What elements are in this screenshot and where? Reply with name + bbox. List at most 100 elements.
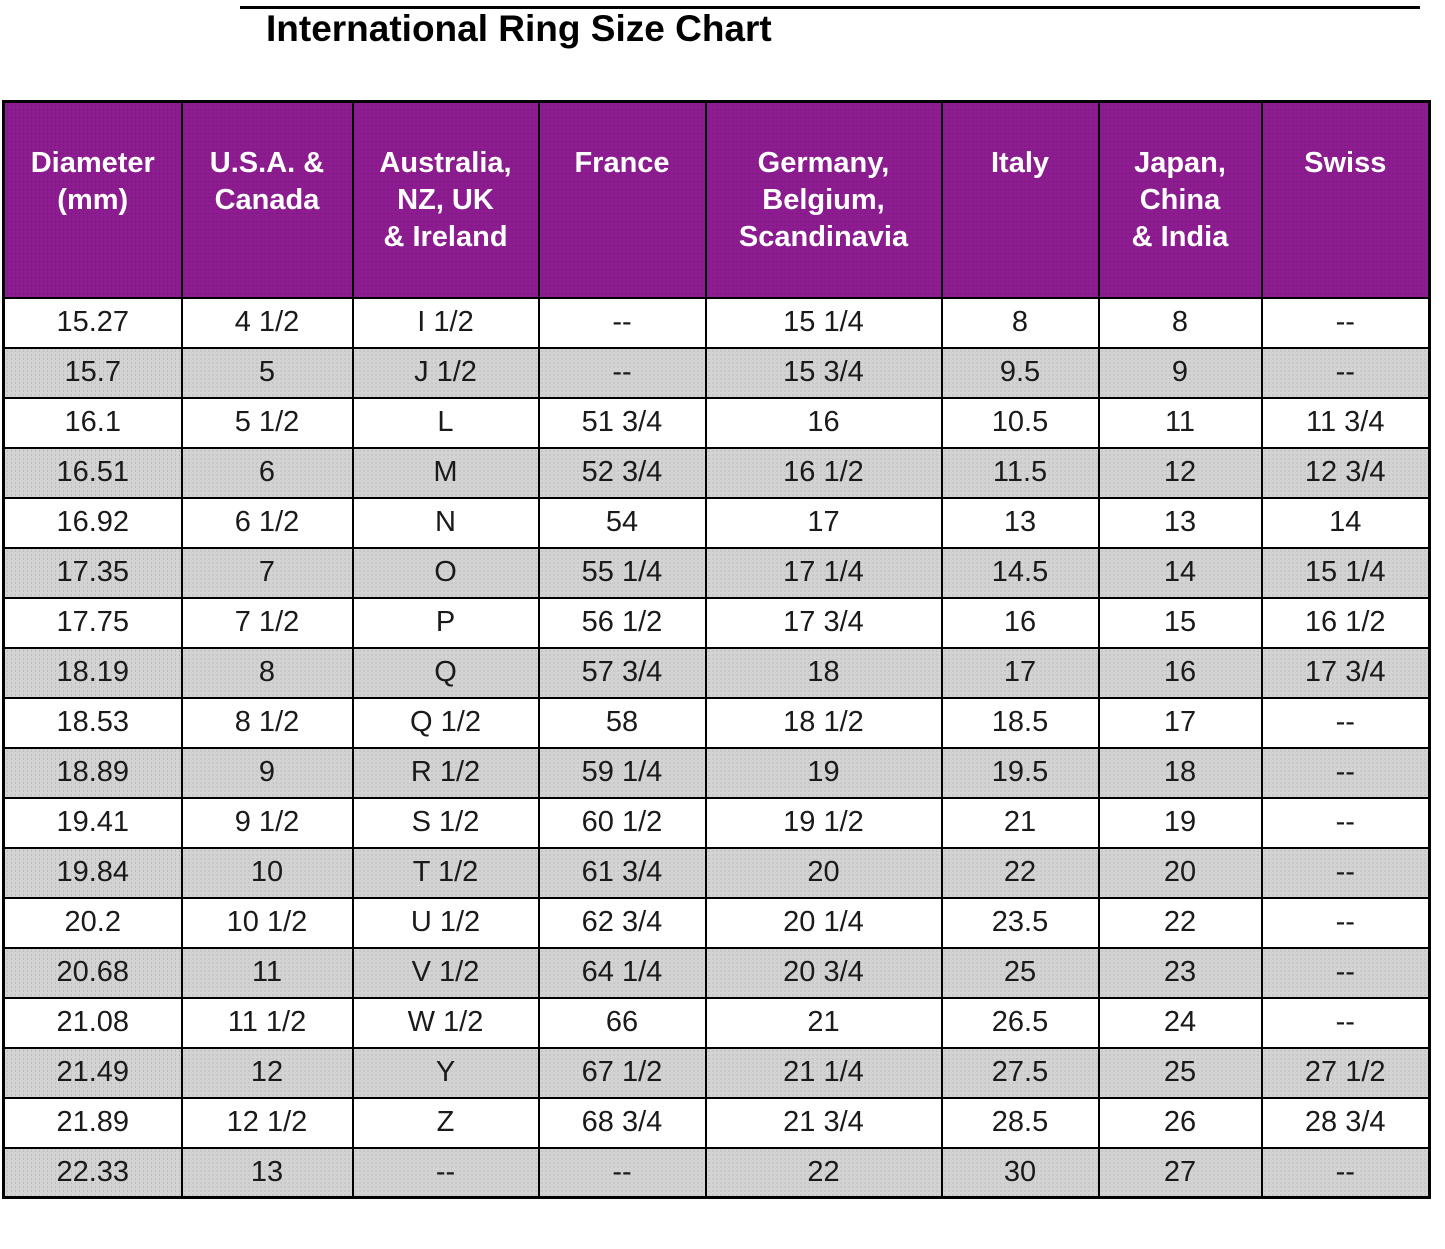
table-cell: 22.33 xyxy=(2,1146,183,1199)
table-cell: 20.68 xyxy=(2,946,183,999)
table-cell: 18 xyxy=(704,646,943,699)
table-cell: 16 xyxy=(940,596,1100,649)
table-cell: 60 1/2 xyxy=(537,796,707,849)
table-cell: 21 xyxy=(940,796,1100,849)
table-cell: U 1/2 xyxy=(351,896,540,949)
table-cell: J 1/2 xyxy=(351,346,540,399)
table-cell: 14 xyxy=(1097,546,1263,599)
table-cell: 19 xyxy=(1097,796,1263,849)
table-cell: 28 3/4 xyxy=(1260,1096,1431,1149)
table-cell: 17 xyxy=(704,496,943,549)
column-header-japan-china-india: Japan, China & India xyxy=(1097,100,1263,299)
table-cell: 17.75 xyxy=(2,596,183,649)
table-cell: 9 xyxy=(1097,346,1263,399)
table-cell: 66 xyxy=(537,996,707,1049)
table-cell: 17 xyxy=(940,646,1100,699)
table-cell: -- xyxy=(537,346,707,399)
table-cell: 11 1/2 xyxy=(180,996,354,1049)
column-header-germany-belgium-scandinavia: Germany, Belgium, Scandinavia xyxy=(704,100,943,299)
table-cell: 64 1/4 xyxy=(537,946,707,999)
table-cell: 20 xyxy=(1097,846,1263,899)
table-cell: Q 1/2 xyxy=(351,696,540,749)
table-cell: 12 3/4 xyxy=(1260,446,1431,499)
table-cell: 13 xyxy=(940,496,1100,549)
table-cell: 16 xyxy=(1097,646,1263,699)
table-row: 19.84 10 T 1/2 61 3/4 20 22 20 -- xyxy=(2,846,1431,899)
table-cell: 8 xyxy=(180,646,354,699)
table-cell: 27 1/2 xyxy=(1260,1046,1431,1099)
table-cell: 15 xyxy=(1097,596,1263,649)
table-cell: 26.5 xyxy=(940,996,1100,1049)
table-cell: 23.5 xyxy=(940,896,1100,949)
table-cell: 67 1/2 xyxy=(537,1046,707,1099)
table-cell: P xyxy=(351,596,540,649)
table-cell: 51 3/4 xyxy=(537,396,707,449)
table-cell: -- xyxy=(1260,846,1431,899)
table-cell: 17 3/4 xyxy=(1260,646,1431,699)
table-cell: 16 1/2 xyxy=(1260,596,1431,649)
column-header-australia-nz-uk-ireland: Australia, NZ, UK & Ireland xyxy=(351,100,540,299)
table-cell: 25 xyxy=(1097,1046,1263,1099)
table-cell: 22 xyxy=(940,846,1100,899)
table-cell: M xyxy=(351,446,540,499)
table-row: 16.92 6 1/2 N 54 17 13 13 14 xyxy=(2,496,1431,549)
top-border-line xyxy=(240,6,1420,9)
table-cell: -- xyxy=(1260,696,1431,749)
table-cell: 15 3/4 xyxy=(704,346,943,399)
table-cell: 15.27 xyxy=(2,296,183,349)
table-cell: 6 1/2 xyxy=(180,496,354,549)
table-cell: 6 xyxy=(180,446,354,499)
table-cell: 62 3/4 xyxy=(537,896,707,949)
table-cell: 20 xyxy=(704,846,943,899)
table-cell: 11.5 xyxy=(940,446,1100,499)
table-row: 21.49 12 Y 67 1/2 21 1/4 27.5 25 27 1/2 xyxy=(2,1046,1431,1099)
table-cell: 18.53 xyxy=(2,696,183,749)
table-cell: 5 xyxy=(180,346,354,399)
table-cell: -- xyxy=(1260,946,1431,999)
table-cell: 22 xyxy=(704,1146,943,1199)
table-cell: 24 xyxy=(1097,996,1263,1049)
table-cell: 21 xyxy=(704,996,943,1049)
table-cell: L xyxy=(351,396,540,449)
table-cell: 52 3/4 xyxy=(537,446,707,499)
table-cell: 13 xyxy=(1097,496,1263,549)
table-cell: 7 1/2 xyxy=(180,596,354,649)
table-cell: 10.5 xyxy=(940,396,1100,449)
table-cell: 21.49 xyxy=(2,1046,183,1099)
table-cell: 25 xyxy=(940,946,1100,999)
table-row: 18.53 8 1/2 Q 1/2 58 18 1/2 18.5 17 -- xyxy=(2,696,1431,749)
table-cell: O xyxy=(351,546,540,599)
table-header: Diameter (mm) U.S.A. & Canada Australia, N… xyxy=(2,100,1431,299)
table-cell: 12 xyxy=(180,1046,354,1099)
table-cell: 16.51 xyxy=(2,446,183,499)
table-cell: 17 xyxy=(1097,696,1263,749)
table-cell: 15.7 xyxy=(2,346,183,399)
table-cell: -- xyxy=(1260,896,1431,949)
table-cell: 68 3/4 xyxy=(537,1096,707,1149)
table-body: 15.27 4 1/2 I 1/2 -- 15 1/4 8 8 -- 15.7 5 J 1/2 -- 1… xyxy=(2,296,1431,1199)
table-row: 15.7 5 J 1/2 -- 15 3/4 9.5 9 -- xyxy=(2,346,1431,399)
table-cell: -- xyxy=(1260,346,1431,399)
table-cell: -- xyxy=(1260,996,1431,1049)
table-cell: 22 xyxy=(1097,896,1263,949)
table-cell: 8 1/2 xyxy=(180,696,354,749)
table-row: 18.19 8 Q 57 3/4 18 17 16 17 3/4 xyxy=(2,646,1431,699)
page-title: International Ring Size Chart xyxy=(266,8,772,49)
table-row: 17.75 7 1/2 P 56 1/2 17 3/4 16 15 16 1/2 xyxy=(2,596,1431,649)
table-cell: 7 xyxy=(180,546,354,599)
table-cell: 15 1/4 xyxy=(1260,546,1431,599)
table-cell: 19.84 xyxy=(2,846,183,899)
column-header-italy: Italy xyxy=(940,100,1100,299)
table-cell: 27.5 xyxy=(940,1046,1100,1099)
table-cell: 11 xyxy=(1097,396,1263,449)
table-cell: 56 1/2 xyxy=(537,596,707,649)
table-cell: 20.2 xyxy=(2,896,183,949)
table-cell: -- xyxy=(537,296,707,349)
table-row: 15.27 4 1/2 I 1/2 -- 15 1/4 8 8 -- xyxy=(2,296,1431,349)
table-cell: -- xyxy=(537,1146,707,1199)
table-cell: 18 xyxy=(1097,746,1263,799)
table-cell: 23 xyxy=(1097,946,1263,999)
table-cell: -- xyxy=(1260,1146,1431,1199)
table-cell: 8 xyxy=(1097,296,1263,349)
table-row: 20.2 10 1/2 U 1/2 62 3/4 20 1/4 23.5 22 -- xyxy=(2,896,1431,949)
